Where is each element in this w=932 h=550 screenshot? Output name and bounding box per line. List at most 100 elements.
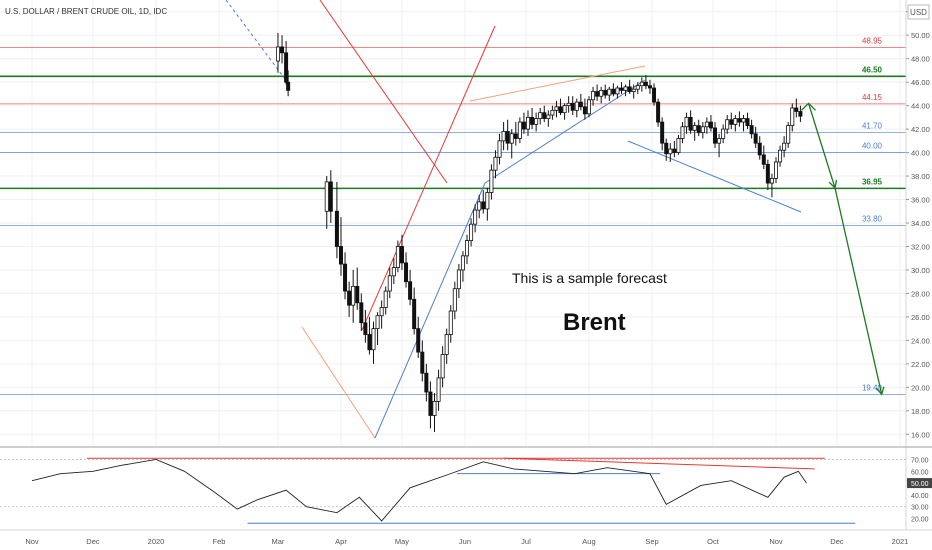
trendline-orange-channel-top xyxy=(469,65,646,102)
forecast-arrows xyxy=(801,102,885,396)
candle-body xyxy=(343,263,348,292)
candle-body xyxy=(700,126,705,134)
level-label: 33.80 xyxy=(862,214,883,223)
level-label: 36.95 xyxy=(862,177,883,186)
candle-body xyxy=(485,192,490,210)
candle-body xyxy=(428,391,433,416)
candle-body xyxy=(631,88,636,92)
rsi-series-line xyxy=(31,458,807,522)
trendline-blue-support xyxy=(374,182,486,439)
price-tick-label: 36.00 xyxy=(911,196,930,205)
candle-body xyxy=(737,118,742,123)
candle-body xyxy=(420,351,425,374)
candle-body xyxy=(286,81,291,91)
candle-body xyxy=(399,246,404,264)
candle-body xyxy=(375,315,380,330)
candle-body xyxy=(456,269,461,290)
candle-body xyxy=(432,400,437,416)
level-label: 40.00 xyxy=(862,142,883,151)
candle-body xyxy=(521,121,526,130)
candle-body xyxy=(696,125,701,134)
candle-body xyxy=(359,302,364,324)
candle-body xyxy=(505,131,510,144)
time-tick-label: Aug xyxy=(582,537,595,546)
candle-body xyxy=(725,119,730,130)
price-tick-label: 34.00 xyxy=(911,219,930,228)
time-tick-label: Dec xyxy=(830,537,844,546)
forecast-segment xyxy=(807,103,836,188)
rsi-tick-label: 20.00 xyxy=(911,517,929,524)
price-tick-label: 32.00 xyxy=(911,242,930,251)
currency-badge-text: USD xyxy=(910,8,927,17)
candle-body xyxy=(481,201,486,210)
trendline-blue-channel xyxy=(484,79,646,184)
rsi-tick-label: 60.00 xyxy=(911,469,929,476)
candle-body xyxy=(745,118,750,126)
candle-body xyxy=(379,307,384,317)
chart-title: U.S. DOLLAR / BRENT CRUDE OIL, 1D, IDC xyxy=(5,7,167,16)
candle-body xyxy=(672,148,677,153)
candle-body xyxy=(692,125,697,131)
candle-body xyxy=(473,209,478,225)
candle-body xyxy=(778,149,783,163)
level-label: 41.70 xyxy=(862,122,883,131)
candle-body xyxy=(717,138,722,144)
candle-body xyxy=(367,334,372,351)
time-tick-label: Jul xyxy=(521,537,531,546)
candle-body xyxy=(444,334,449,355)
candle-body xyxy=(684,116,689,128)
candle-body xyxy=(460,255,465,271)
candle-body xyxy=(542,112,547,119)
rsi-line-red-diagonal xyxy=(503,457,815,470)
trendline-red-descending xyxy=(319,0,448,184)
trendline-blue-dashed xyxy=(225,0,286,80)
candle-body xyxy=(440,354,445,379)
currency-badge xyxy=(907,4,930,20)
level-label: 48.95 xyxy=(862,37,883,46)
candle-body xyxy=(566,102,571,107)
candle-body xyxy=(558,106,563,114)
price-axis: 16.00 18.00 20.00 22.00 24.00 26.00 28.00 30.00… xyxy=(905,0,930,530)
candle-body xyxy=(753,133,758,144)
candle-body xyxy=(404,262,409,283)
time-tick-label: May xyxy=(395,537,409,546)
level-label: 46.50 xyxy=(862,65,883,74)
candle-body xyxy=(603,89,608,96)
trendline-red-ascending xyxy=(361,25,496,331)
candle-body xyxy=(676,138,681,153)
candle-body xyxy=(412,298,417,330)
price-tick-label: 16.00 xyxy=(911,430,930,439)
rsi-tick-label: 70.00 xyxy=(911,457,929,464)
trendline-orange-wedge-low xyxy=(301,326,376,439)
time-tick-label: Apr xyxy=(335,537,347,546)
candle-body xyxy=(570,102,575,111)
candle-body xyxy=(538,112,543,119)
price-tick-label: 50.00 xyxy=(911,31,930,40)
time-tick-label: 2020 xyxy=(148,537,165,546)
candle-body xyxy=(477,201,482,211)
rsi-tick-label: 30.00 xyxy=(911,505,929,512)
candle-body xyxy=(534,118,539,125)
forecast-arrowhead xyxy=(875,386,885,396)
candle-body xyxy=(448,310,453,335)
candle-body xyxy=(465,240,470,257)
candle-body xyxy=(338,246,343,265)
trendlines xyxy=(225,0,802,439)
candle-body xyxy=(765,163,770,184)
candle-body xyxy=(554,106,559,111)
candle-body xyxy=(680,126,685,139)
candle-body xyxy=(509,133,514,144)
horizontal-levels: 48.95 46.50 44.15 41.70 40.00 36.95 33.80 19.40 xyxy=(0,37,906,395)
time-tick-label: Mar xyxy=(272,537,285,546)
time-tick-label: Nov xyxy=(769,537,783,546)
candle-body xyxy=(546,114,551,119)
rsi-current-value: 50.00 xyxy=(911,481,929,488)
candle-body xyxy=(619,87,624,91)
candle-body xyxy=(798,111,803,117)
candle-body xyxy=(656,101,661,123)
candle-body xyxy=(578,101,583,108)
candle-body xyxy=(615,87,620,95)
time-tick-label: 2021 xyxy=(892,537,909,546)
forecast-start-caret xyxy=(801,102,816,111)
